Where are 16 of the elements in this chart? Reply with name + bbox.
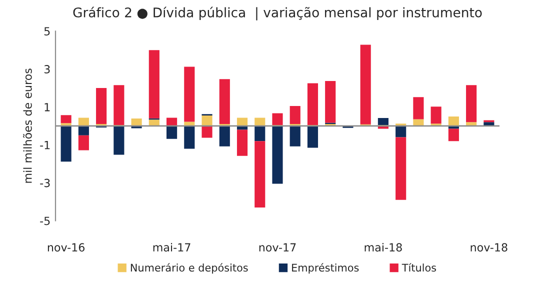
chart-title: Gráfico 2 ● Dívida pública | variação mensal por instrumento: [73, 6, 482, 20]
y-axis-title: mil milhões de euros: [23, 68, 32, 183]
x-tick-label: mai-17: [153, 242, 190, 252]
x-tick-label: nov-17: [259, 243, 296, 252]
legend-label: Títulos: [402, 263, 436, 272]
x-tick-label: nov-16: [48, 243, 85, 252]
legend-label: Numerário e depósitos: [130, 263, 248, 274]
y-tick-label: 5: [44, 27, 50, 36]
y-tick-label: 1: [44, 103, 50, 112]
y-tick-label: -5: [40, 216, 50, 226]
y-tick-label: -1: [40, 141, 50, 150]
legend-label: Empréstimos: [292, 263, 359, 274]
y-tick-label: 3: [44, 65, 50, 74]
x-tick-label: mai-18: [364, 242, 402, 252]
y-tick-label: -3: [40, 178, 50, 188]
x-tick-label: nov-18: [470, 243, 508, 252]
